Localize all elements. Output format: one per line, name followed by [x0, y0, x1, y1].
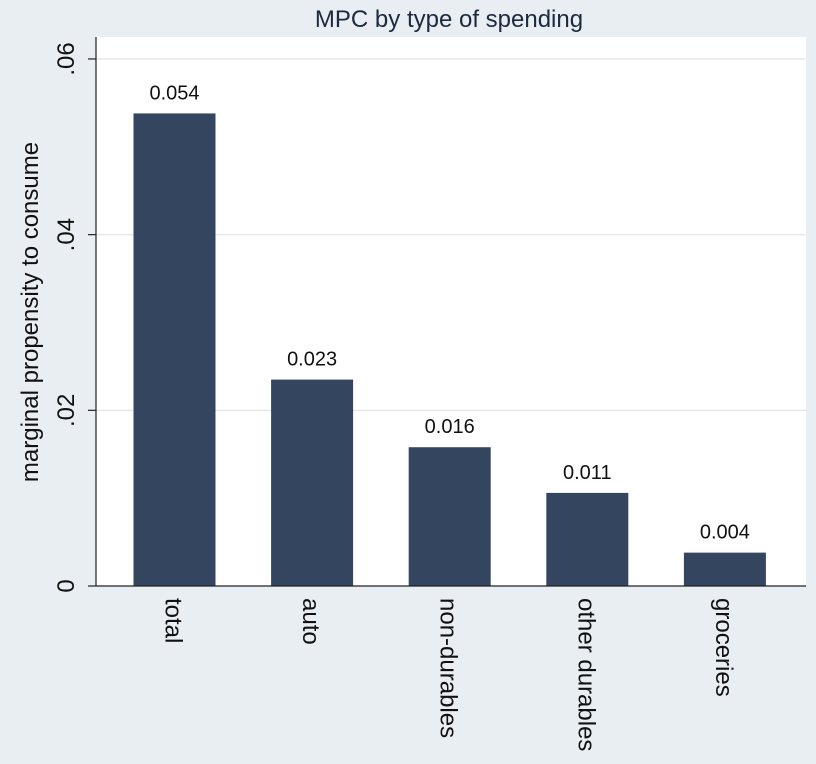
data-label: 0.023 — [287, 349, 337, 371]
x-tick-label: total — [160, 598, 187, 643]
x-tick-label: auto — [297, 598, 324, 645]
data-label: 0.016 — [425, 416, 475, 438]
y-axis-title: marginal propensity to consume — [17, 142, 44, 482]
bar — [546, 492, 629, 586]
axes: 0 .02 .04 .06 total auto non-durables other dur… — [53, 37, 806, 751]
bar — [271, 379, 354, 586]
bar — [408, 447, 491, 586]
y-tick-label: 0 — [53, 579, 80, 592]
data-label: 0.004 — [700, 522, 750, 544]
bar — [133, 113, 216, 586]
bars — [133, 113, 766, 586]
x-tick-label: other durables — [572, 598, 599, 751]
x-tick-label: non-durables — [435, 598, 462, 738]
x-tick-label: groceries — [710, 598, 737, 697]
y-tick-label: .02 — [53, 394, 80, 427]
y-tick-label: .04 — [53, 218, 80, 251]
y-tick-label: .06 — [53, 42, 80, 75]
data-label: 0.054 — [149, 82, 199, 104]
data-labels: 0.054 0.023 0.016 0.011 0.004 — [149, 82, 749, 543]
data-label: 0.011 — [563, 462, 612, 484]
chart-title: MPC by type of spending — [315, 6, 583, 33]
bar — [683, 552, 766, 586]
